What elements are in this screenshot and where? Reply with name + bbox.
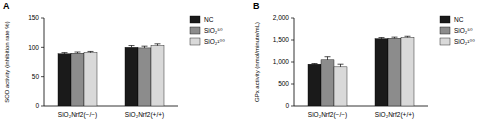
legend-swatch (190, 16, 200, 23)
bar (321, 60, 334, 106)
y-tick-label: 50 (32, 73, 40, 80)
legend-label: SiO₂⁵⁰ (454, 27, 473, 34)
y-tick (41, 76, 44, 77)
marks (308, 36, 414, 106)
y-tick-label: 1,500 (273, 36, 290, 43)
error-bar (62, 53, 68, 54)
error-bar (392, 37, 398, 38)
y-tick (41, 47, 44, 48)
error-bar (312, 63, 318, 65)
x-tick-label: SiO₂Nrf2(+/+) (375, 111, 414, 119)
y-tick-label: 2,000 (273, 14, 290, 21)
bar (401, 37, 414, 106)
error-bar (338, 64, 344, 67)
bar (375, 39, 388, 106)
bar (308, 64, 321, 106)
panel-title: A (3, 1, 10, 11)
y-tick-label: 1,000 (273, 58, 290, 65)
error-bar (325, 57, 331, 60)
error-bar (379, 38, 385, 39)
bar (388, 38, 401, 106)
y-axis-label: GPx activity (nmol/minute/mL) (254, 22, 260, 102)
y-tick (291, 62, 294, 63)
y-tick-label: 100 (28, 44, 39, 51)
x-tick-label: SiO₂Nrf2(−/−) (308, 111, 347, 119)
error-bar (75, 52, 81, 53)
legend-swatch (440, 16, 450, 23)
y-tick-label: 500 (278, 80, 289, 87)
marks (58, 44, 164, 106)
bar (71, 53, 84, 106)
y-tick (291, 18, 294, 19)
y-tick-label: 0 (35, 102, 39, 109)
bar (151, 46, 164, 106)
error-bar (142, 46, 148, 48)
bar (138, 48, 151, 106)
legend-label: NC (204, 16, 214, 23)
panel: A SOD activity (inhibition rate %) 0 50 100 1… (3, 1, 225, 119)
error-bar (405, 36, 411, 37)
figure: A SOD activity (inhibition rate %) 0 50 100 1… (0, 0, 500, 130)
legend-label: SiO₂⁵⁰ (204, 27, 223, 34)
x-tick-label: SiO₂Nrf2(−/−) (58, 111, 97, 119)
bar (84, 53, 97, 106)
y-tick (41, 18, 44, 19)
panel-title: B (253, 1, 260, 11)
y-tick-label: 0 (285, 102, 289, 109)
bar (334, 67, 347, 106)
y-tick-label: 150 (28, 14, 39, 21)
legend-swatch (440, 27, 450, 34)
panel: B GPx activity (nmol/minute/mL) 0 500 1,000 1… (253, 1, 475, 119)
legend-label: SiO₂¹⁰⁰ (454, 38, 475, 45)
x-tick-label: SiO₂Nrf2(+/+) (125, 111, 164, 119)
y-tick (291, 40, 294, 41)
y-axis (44, 18, 45, 106)
error-bar (129, 46, 135, 48)
legend-swatch (190, 27, 200, 34)
y-tick (41, 106, 44, 107)
legend-label: NC (454, 16, 464, 23)
legend-swatch (190, 38, 200, 45)
bar (125, 47, 138, 106)
bar (58, 54, 71, 106)
error-bar (155, 44, 161, 46)
y-tick (291, 106, 294, 107)
error-bar (88, 51, 94, 52)
legend-swatch (440, 38, 450, 45)
y-axis-label: SOD activity (inhibition rate %) (4, 21, 10, 102)
legend-label: SiO₂¹⁰⁰ (204, 38, 225, 45)
y-tick (291, 84, 294, 85)
y-axis (294, 18, 295, 106)
